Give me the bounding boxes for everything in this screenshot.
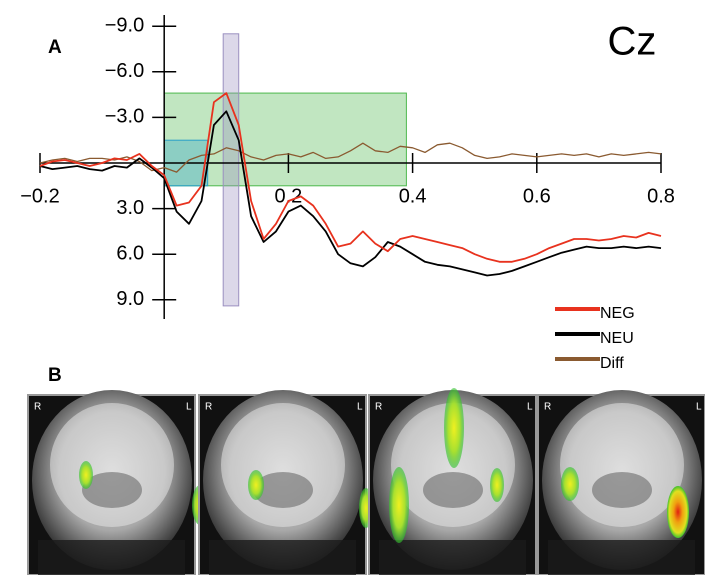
legend-label: NEG (600, 305, 635, 322)
x-tick-label: −0.2 (20, 185, 59, 207)
time-window (223, 34, 239, 306)
x-tick-label: 0.2 (274, 185, 302, 207)
orientation-label: R (34, 402, 41, 413)
orientation-label: L (696, 402, 702, 413)
activation (444, 388, 464, 468)
panel-label: B (48, 365, 62, 386)
skull-base (548, 540, 695, 575)
activation (389, 467, 409, 543)
activation (248, 470, 264, 500)
panel-label: A (48, 37, 62, 58)
orientation-label: L (527, 402, 533, 413)
activation (561, 467, 579, 501)
skull-base (379, 540, 526, 575)
brain (560, 403, 684, 527)
ventricle (423, 472, 483, 508)
legend-label: NEU (600, 330, 634, 347)
figure: A B Cz RLRLRLRL −9.0−6.0−3.03.06.09.0−0.… (0, 0, 705, 575)
skull-base (209, 540, 356, 575)
y-tick-label: 3.0 (116, 197, 144, 219)
orientation-label: R (205, 402, 212, 413)
skull-base (38, 540, 185, 575)
legend-label: Diff (600, 355, 624, 372)
brain (50, 403, 174, 527)
orientation-label: R (375, 402, 382, 413)
x-tick-label: 0.8 (647, 185, 675, 207)
y-tick-label: −3.0 (105, 106, 144, 128)
activation (490, 468, 504, 502)
orientation-label: L (186, 402, 192, 413)
y-tick-label: 9.0 (116, 288, 144, 310)
activation (79, 461, 93, 489)
activation (667, 486, 689, 538)
chart-title: Cz (608, 20, 657, 64)
y-tick-label: −6.0 (105, 60, 144, 82)
orientation-label: R (544, 402, 551, 413)
y-tick-label: 6.0 (116, 242, 144, 264)
orientation-label: L (357, 402, 363, 413)
x-tick-label: 0.4 (399, 185, 427, 207)
y-tick-label: −9.0 (105, 14, 144, 36)
ventricle (592, 472, 652, 508)
x-tick-label: 0.6 (523, 185, 551, 207)
brain (221, 403, 345, 527)
